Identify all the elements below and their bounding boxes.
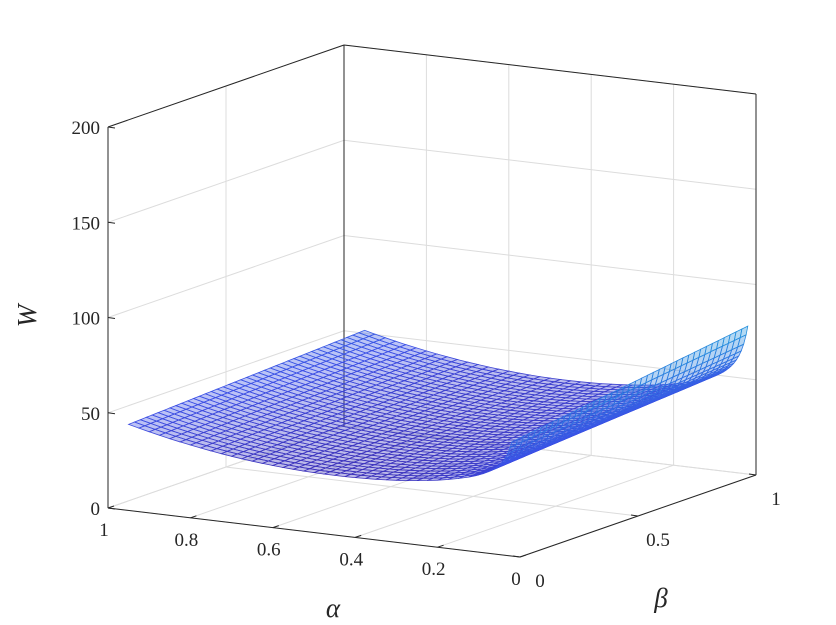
z-tick-mark	[107, 126, 116, 129]
y-tick-label: 1	[771, 489, 781, 510]
x-tick-mark	[355, 534, 362, 538]
x-tick-mark	[272, 525, 279, 529]
surface-mesh	[127, 325, 749, 482]
y-axis-label: β	[653, 583, 668, 613]
x-tick-mark	[519, 554, 527, 558]
x-tick-mark	[190, 515, 197, 519]
grid-line-z	[107, 44, 757, 128]
z-tick-mark	[107, 317, 116, 319]
x-axis-label: α	[326, 593, 341, 623]
z-tick-label: 50	[81, 404, 100, 425]
x-tick-label: 0	[511, 569, 521, 590]
z-tick-label: 150	[72, 213, 101, 234]
z-tick-label: 100	[72, 309, 101, 330]
z-tick-label: 200	[72, 118, 101, 139]
grid-line-beta	[107, 127, 521, 558]
x-tick-label: 0.4	[339, 549, 363, 570]
y-tick-label: 0	[535, 571, 545, 592]
grid-line-z	[107, 234, 757, 318]
x-tick-label: 0.6	[257, 540, 281, 561]
x-tick-mark	[437, 544, 444, 548]
y-tick-mark	[748, 473, 757, 476]
x-tick-label: 0.2	[422, 559, 446, 580]
axis-edge	[107, 507, 521, 558]
axis-edge	[343, 44, 757, 95]
grid-line-alpha	[437, 84, 675, 548]
axis-edge	[107, 44, 345, 128]
y-tick-mark	[512, 555, 521, 558]
surface-patch	[509, 438, 519, 449]
z-tick-mark	[107, 507, 116, 510]
z-axis-label: W	[12, 302, 42, 327]
z-tick-label: 0	[91, 499, 101, 520]
z-tick-mark	[107, 412, 116, 415]
z-tick-mark	[107, 221, 116, 224]
y-tick-mark	[630, 514, 639, 517]
x-tick-label: 1	[99, 520, 109, 541]
y-tick-label: 0.5	[646, 530, 670, 551]
grid-line-beta	[225, 86, 639, 517]
x-tick-label: 0.8	[175, 530, 199, 551]
grid-line-z	[107, 139, 757, 223]
